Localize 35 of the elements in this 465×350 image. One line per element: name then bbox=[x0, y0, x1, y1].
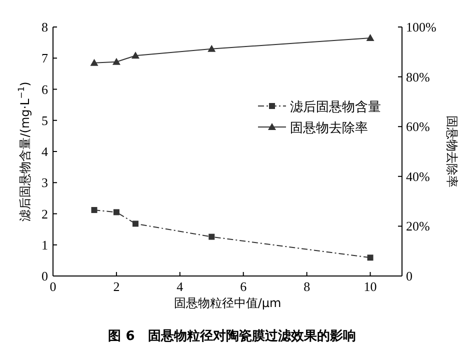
y-tick-label: 2 bbox=[42, 206, 48, 222]
point bbox=[131, 52, 140, 59]
point bbox=[113, 209, 120, 216]
y-tick-label: 8 bbox=[42, 20, 48, 34]
y2-tick-label: 100% bbox=[406, 20, 436, 34]
y2-tick-label: 60% bbox=[406, 119, 430, 134]
x-tick-label: 6 bbox=[240, 279, 248, 294]
y2-axis-title: 固悬物去除率 bbox=[445, 116, 459, 188]
y-tick-label: 6 bbox=[42, 82, 48, 97]
x-tick-label: 2 bbox=[113, 279, 120, 294]
y2-tick-label: 20% bbox=[406, 218, 430, 234]
legend-label: 滤后固悬物含量 bbox=[290, 100, 381, 115]
y-tick-label: 0 bbox=[42, 268, 48, 284]
y2-tick-label: 80% bbox=[406, 69, 430, 84]
legend-label: 固悬物去除率 bbox=[290, 120, 368, 136]
y-tick-label: 4 bbox=[42, 144, 48, 159]
point bbox=[208, 44, 216, 52]
y-tick-label: 5 bbox=[42, 112, 48, 128]
point bbox=[90, 58, 98, 66]
point bbox=[367, 254, 374, 261]
text: 图 6 固悬物粒径对陶瓷膜过滤效果的影响 bbox=[108, 329, 356, 344]
point bbox=[208, 234, 215, 240]
x-tick-label: 8 bbox=[304, 279, 310, 294]
y2-tick-label: 40% bbox=[406, 168, 430, 184]
point bbox=[366, 34, 374, 41]
y-tick-label: 7 bbox=[42, 50, 48, 66]
x-tick-label: 10 bbox=[364, 279, 377, 294]
y-tick-label: 3 bbox=[42, 175, 48, 190]
point bbox=[112, 58, 120, 65]
y-tick-label: 1 bbox=[42, 237, 48, 252]
x-axis-title: 固悬物粒径中值/μm bbox=[174, 296, 282, 310]
x-tick-label: 4 bbox=[176, 279, 184, 294]
point bbox=[132, 220, 138, 227]
point bbox=[91, 207, 98, 214]
y2-tick-label: 0 bbox=[406, 268, 412, 284]
